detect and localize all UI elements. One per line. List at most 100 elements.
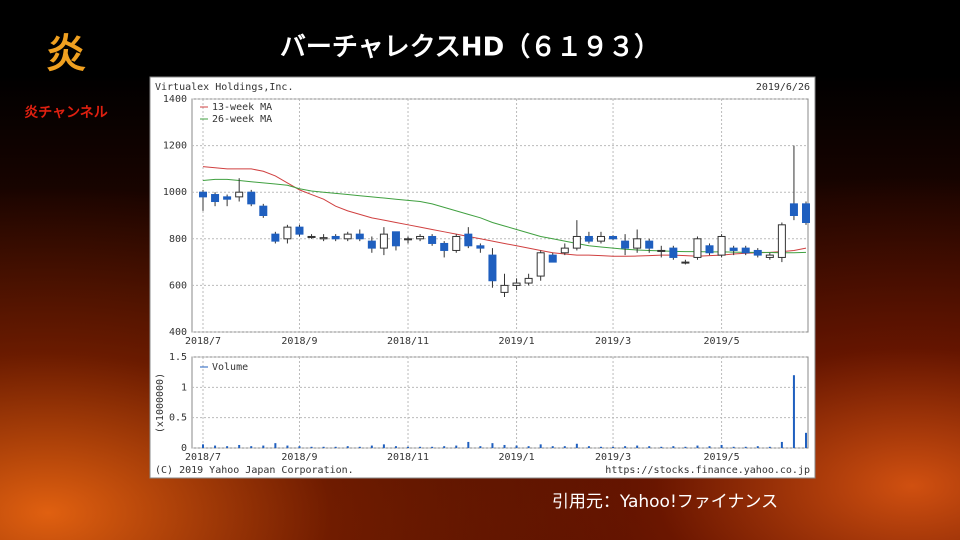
x-tick-label: 2018/7 — [185, 336, 221, 347]
volume-bar — [491, 443, 494, 448]
candle-body — [500, 284, 509, 293]
volume-bar — [551, 446, 554, 448]
candle-body — [452, 235, 461, 251]
ma-line — [202, 178, 807, 254]
candle-body — [789, 203, 798, 217]
volume-bar — [780, 441, 783, 448]
copyright: (C) 2019 Yahoo Japan Corporation. — [155, 465, 354, 476]
candle-body — [283, 226, 292, 240]
legend-label: 26-week MA — [212, 114, 272, 125]
volume-bar — [334, 446, 337, 448]
candle-body — [657, 249, 666, 252]
chart-panel — [149, 76, 816, 479]
logo: 炎 — [46, 31, 86, 77]
volume-bar — [612, 446, 615, 448]
candle-body — [271, 233, 280, 242]
volume-bar — [503, 444, 506, 448]
volume-bar — [684, 446, 687, 448]
volume-bar — [346, 446, 349, 448]
y-tick-label: 400 — [169, 327, 187, 338]
volume-bar — [515, 445, 518, 448]
volume-bar — [431, 446, 434, 448]
volume-bar — [672, 446, 675, 448]
candle-body — [476, 245, 485, 249]
legend-label: 13-week MA — [212, 102, 272, 113]
volume-bar — [660, 446, 663, 448]
volume-bar — [768, 446, 771, 448]
y-tick-label: 0.5 — [169, 413, 187, 424]
y-tick-label: 600 — [169, 280, 187, 291]
candle-body — [259, 205, 268, 216]
volume-bar — [419, 446, 422, 448]
candle-body — [404, 238, 413, 241]
candle-body — [391, 231, 400, 247]
candle-body — [548, 254, 557, 263]
candle-body — [247, 191, 256, 205]
volume-bar — [744, 446, 747, 448]
legend-label: Volume — [212, 362, 248, 373]
candle-body — [428, 235, 437, 244]
candle-body — [765, 254, 774, 258]
candle-body — [717, 235, 726, 256]
candle-body — [669, 247, 678, 258]
volume-bar — [732, 446, 735, 448]
page-title: バーチャレクスHD（６１９３） — [280, 33, 660, 63]
candle-body — [753, 249, 762, 256]
candle-body — [440, 242, 449, 251]
candle-body — [295, 226, 304, 235]
x-tick-label: 2018/7 — [185, 452, 221, 463]
y-tick-label: 1400 — [163, 94, 187, 105]
volume-bar — [467, 441, 470, 448]
x-tick-label: 2019/5 — [704, 452, 740, 463]
candle-body — [319, 237, 328, 240]
volume-bar — [202, 444, 204, 448]
caption: 引用元：Yahoo!ファイナンス — [552, 492, 778, 512]
ma-line — [202, 166, 807, 257]
x-tick-label: 2018/11 — [387, 452, 429, 463]
candle-body — [572, 235, 581, 249]
candle-body — [223, 196, 232, 200]
candle-body — [199, 191, 207, 198]
volume-unit: (x1000000) — [155, 373, 166, 433]
candle-body — [633, 238, 642, 249]
candle-body — [777, 224, 786, 258]
volume-bar — [358, 446, 361, 448]
candle-body — [524, 277, 533, 284]
x-tick-label: 2019/1 — [498, 452, 534, 463]
candle-body — [512, 282, 521, 286]
candle-body — [609, 235, 618, 240]
y-tick-label: 800 — [169, 234, 187, 245]
volume-bar — [310, 446, 313, 448]
volume-bar — [527, 446, 530, 448]
candle-body — [343, 233, 352, 240]
volume-bar — [274, 443, 277, 448]
candle-body — [560, 247, 569, 254]
volume-bar — [756, 446, 759, 448]
x-tick-label: 2018/11 — [387, 336, 429, 347]
y-tick-label: 1200 — [163, 141, 187, 152]
volume-bar — [708, 446, 711, 448]
candle-body — [741, 247, 750, 254]
y-tick-label: 1.5 — [169, 352, 187, 363]
candle-body — [536, 252, 545, 277]
volume-bar — [238, 444, 241, 448]
volume-bar — [539, 444, 542, 448]
x-tick-label: 2018/9 — [281, 336, 317, 347]
x-tick-label: 2019/1 — [498, 336, 534, 347]
volume-bar — [575, 443, 578, 448]
candle-body — [596, 235, 605, 242]
candle-body — [464, 233, 473, 247]
candle-body — [211, 194, 220, 203]
date: 2019/6/26 — [756, 82, 810, 93]
volume-bar — [370, 445, 373, 448]
volume-bar — [636, 445, 639, 448]
volume-bar — [696, 445, 699, 448]
volume-bar — [382, 444, 385, 448]
candle-body — [331, 235, 340, 240]
volume-bar — [455, 445, 458, 448]
candle-body — [379, 233, 388, 249]
volume-bar — [407, 446, 410, 448]
candle-body — [729, 247, 738, 251]
company: Virtualex Holdings,Inc. — [155, 82, 293, 93]
